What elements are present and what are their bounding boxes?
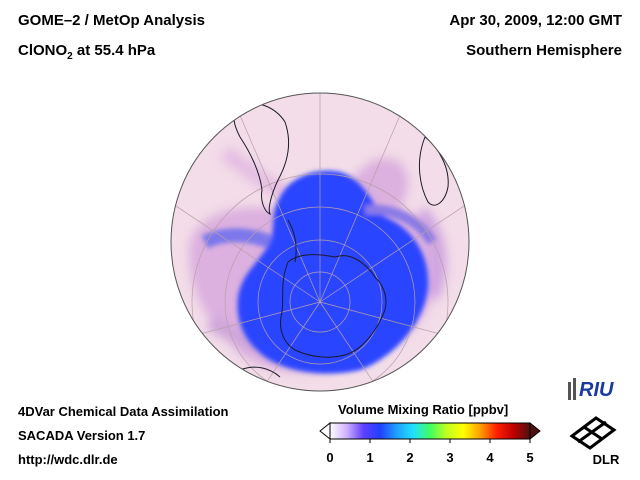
graticule — [171, 93, 469, 391]
coastline-australia — [239, 366, 281, 378]
coastline-antarctica — [280, 254, 387, 358]
colorbar-bar — [329, 422, 531, 440]
dlr-logo-mark — [569, 416, 617, 450]
footer-line-1: 4DVar Chemical Data Assimilation — [18, 404, 229, 419]
globe-outline — [170, 92, 470, 392]
species-name: ClONO — [18, 42, 68, 59]
colorbar-tick-label: 5 — [526, 450, 533, 465]
footer-url[interactable]: http://wdc.dlr.de — [18, 452, 118, 467]
colorbar-tick-label: 4 — [486, 450, 494, 465]
coastline-antarctic-peninsula — [287, 219, 297, 263]
datetime-label: Apr 30, 2009, 12:00 GMT — [449, 12, 622, 29]
title-line-1: GOME–2 / MetOp Analysis — [18, 12, 205, 29]
colorbar-tick-label: 1 — [366, 450, 373, 465]
pressure-level: at 55.4 hPa — [72, 42, 156, 59]
colorbar-title: Volume Mixing Ratio [ppbv] — [338, 402, 509, 417]
hemisphere-label: Southern Hemisphere — [466, 42, 622, 59]
riu-logo-text: RIU — [579, 379, 614, 401]
colorbar-tick-label: 3 — [446, 450, 453, 465]
colorbar-max-arrow — [529, 421, 541, 441]
species-subscript: 2 — [67, 51, 73, 62]
colorbar-min-arrow — [319, 421, 331, 441]
colorbar-tick-label: 2 — [406, 450, 413, 465]
coastline-south-america — [233, 102, 289, 215]
colorbar-tick-label: 0 — [326, 450, 333, 465]
dlr-logo: DLR — [569, 416, 620, 467]
title-line-2: ClONO2 at 55.4 hPa — [18, 42, 155, 62]
riu-logo: RIU — [568, 378, 614, 401]
footer-line-2: SACADA Version 1.7 — [18, 428, 146, 443]
globe-map — [170, 92, 470, 392]
coastlines — [233, 102, 449, 378]
colorbar: 0 1 2 3 4 5 — [319, 421, 541, 465]
coastline-africa — [419, 136, 449, 206]
dlr-logo-text: DLR — [593, 452, 620, 467]
